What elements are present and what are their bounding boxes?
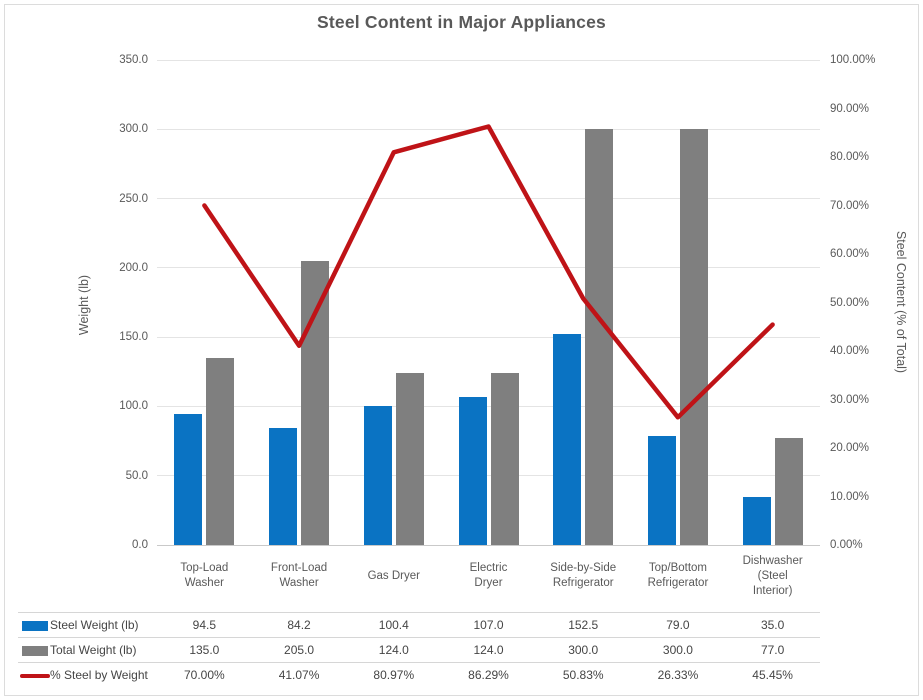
right-axis-tick-label: 20.00% [830,442,870,454]
total-weight-bar [679,129,708,545]
right-axis-tick-label: 100.00% [830,54,876,66]
category-label: Front-Load Washer [270,562,328,589]
data-table-value: 300.0 [662,643,693,657]
data-table-value: 35.0 [760,618,785,632]
right-axis-tick-label: 70.00% [830,199,870,212]
total-weight-bar [490,373,519,545]
left-axis-tick-label: 0.0 [132,539,148,551]
x-axis-line [157,544,820,546]
series-name-label: Total Weight (lb) [50,643,137,657]
left-axis-title: Weight (lb) [77,274,91,336]
total-weight-bar [585,129,614,545]
data-table-value: 205.0 [284,643,315,657]
data-table-value: 94.5 [192,618,217,632]
right-axis-tick-label: 90.00% [830,102,870,115]
series-name-label: % Steel by Weight [50,668,148,682]
gridline [157,267,820,269]
data-table-value: 77.0 [760,643,785,657]
steel-weight-bar [363,405,392,545]
steel-weight-bar [647,435,676,545]
total-weight-bar [395,373,424,545]
data-table-value: 80.97% [373,668,415,682]
left-axis-tick-label: 150.0 [119,331,148,344]
data-table-value: 79.0 [666,618,690,632]
data-table-value: 86.29% [468,668,509,682]
category-label: Top/Bottom Refrigerator [647,562,709,589]
steel-weight-bar [174,414,203,545]
series-name-label: Steel Weight (lb) [50,618,139,632]
data-table-value: 124.0 [473,643,504,657]
data-table-value: 26.33% [657,668,699,682]
data-table-row: Total Weight (lb) 135.0 205.0 124.0 124.0 300… [18,637,820,662]
total-weight-bar [206,357,235,545]
right-axis-title: Steel Content (% of Total) [894,230,908,374]
category-label: Gas Dryer [367,569,420,582]
percent-steel-line [202,124,775,420]
steel-weight-bar [742,496,771,545]
steel-weight-bar [269,428,298,545]
gridline [157,59,820,61]
right-axis-tick-label: 60.00% [830,248,870,260]
data-table-value: 70.00% [183,668,225,682]
right-axis-tick-label: 10.00% [830,490,870,503]
bar-legend-swatch [22,645,48,656]
chart-title: Steel Content in Major Appliances [317,12,606,32]
left-axis-tick-label: 100.0 [119,400,148,413]
data-table-value: 41.07% [278,668,320,682]
right-axis-tick-label: 80.00% [830,151,870,163]
category-label: Electric Dryer [469,562,508,589]
right-axis-tick-label: 0.00% [830,539,863,551]
left-axis-tick-label: 350.0 [119,54,148,66]
right-axis-tick-label: 30.00% [830,393,870,406]
data-table-row: Steel Weight (lb) 94.5 84.2 100.4 107.0 152.5… [18,612,820,637]
data-table-value: 107.0 [473,618,504,632]
data-table-value: 300.0 [568,643,599,657]
left-axis-tick-label: 200.0 [119,261,148,274]
category-label: Dishwasher (Steel Interior) [742,554,803,597]
plot-area [157,59,820,546]
gridline [157,475,820,477]
data-table-value: 84.2 [287,618,311,632]
data-table-value: 135.0 [189,643,220,657]
right-axis-tick-label: 50.00% [830,296,870,309]
steel-weight-bar [553,333,582,545]
gridline [157,198,820,200]
data-table-value: 152.5 [568,618,599,632]
data-table-value: 50.83% [562,668,604,682]
percent-steel-polyline [202,124,775,420]
data-table-value: 100.4 [378,618,409,632]
right-axis-tick-label: 40.00% [830,345,870,357]
steel-weight-bar [458,396,487,545]
data-table-value: 124.0 [378,643,409,657]
line-legend-swatch [20,673,50,678]
category-label: Side-by-Side Refrigerator [550,562,617,589]
data-table-row: % Steel by Weight 70.00% 41.07% 80.97% 86.29… [18,662,820,687]
category-label: Top-Load Washer [180,562,229,589]
left-axis-tick-label: 50.0 [125,469,148,482]
left-axis-tick-label: 250.0 [119,192,148,205]
gridline [157,336,820,338]
bar-legend-swatch [22,620,48,631]
total-weight-bar [774,438,803,545]
left-axis-tick-label: 300.0 [119,123,148,136]
data-table-value: 45.45% [752,668,793,682]
gridline [157,405,820,407]
